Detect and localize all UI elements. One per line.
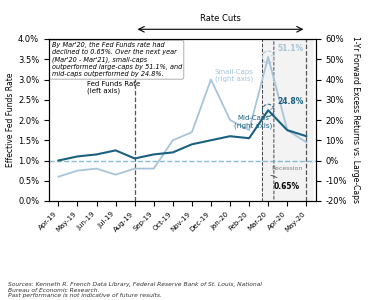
- Text: 0.65%: 0.65%: [271, 175, 300, 191]
- Text: Small-Caps
(right axis): Small-Caps (right axis): [214, 69, 253, 82]
- Text: Sources: Kenneth R. French Data Library, Federal Reserve Bank of St. Louis, Nati: Sources: Kenneth R. French Data Library,…: [8, 282, 261, 298]
- Y-axis label: 1-Yr Forward Excess Returns vs. Large-Caps: 1-Yr Forward Excess Returns vs. Large-Ca…: [351, 37, 360, 203]
- Text: Rate Cuts: Rate Cuts: [200, 14, 241, 23]
- Bar: [262, 39, 312, 201]
- Y-axis label: Effective Fed Funds Rate: Effective Fed Funds Rate: [6, 73, 15, 167]
- Text: 24.8%: 24.8%: [271, 97, 304, 109]
- Text: 51.1%: 51.1%: [271, 44, 304, 56]
- Text: Fed Funds Rate
(left axis): Fed Funds Rate (left axis): [87, 81, 140, 94]
- Text: By Mar'20, the Fed Funds rate had
declined to 0.65%. Over the next year
(Mar'20 : By Mar'20, the Fed Funds rate had declin…: [52, 42, 182, 77]
- Text: Mid-Caps
(right axis): Mid-Caps (right axis): [234, 115, 272, 129]
- Text: Recession: Recession: [271, 166, 303, 171]
